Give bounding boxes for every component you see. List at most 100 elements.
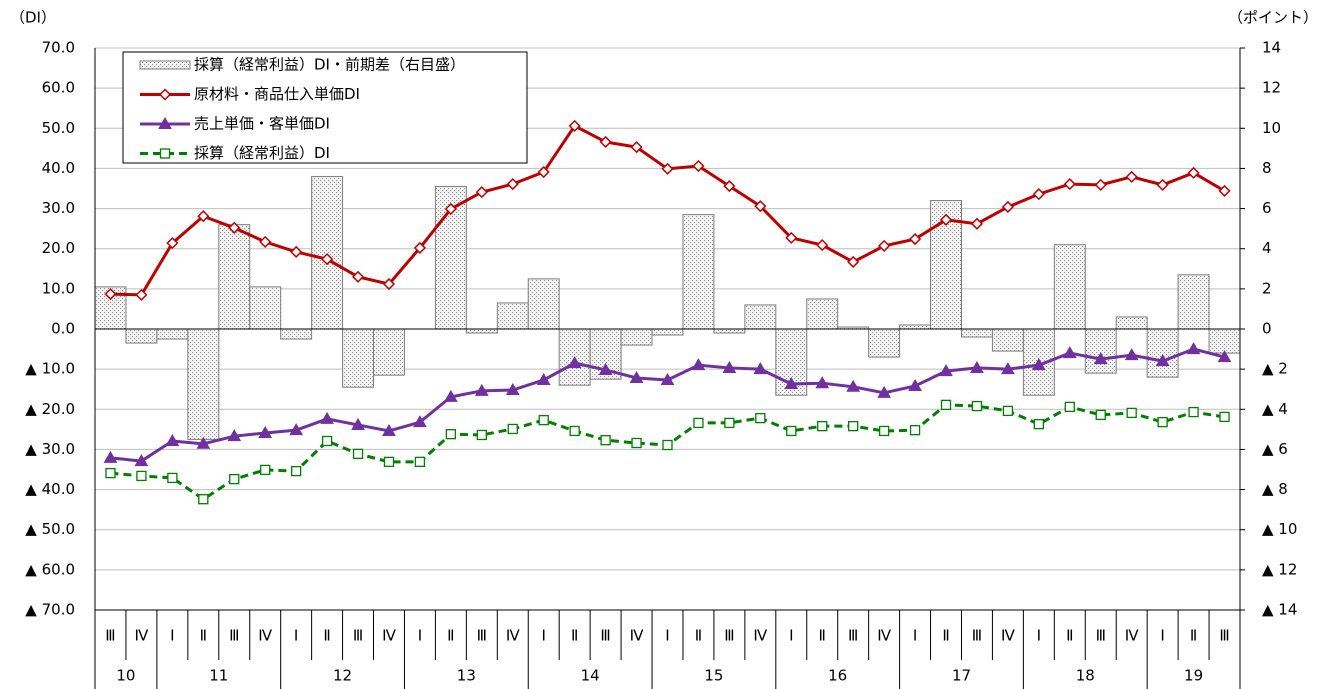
marker — [567, 356, 582, 369]
y2-tick-label: 12 — [1262, 79, 1281, 97]
year-label: 18 — [1076, 667, 1095, 685]
marker — [536, 372, 551, 385]
y2-tick-label: 6 — [1262, 199, 1272, 217]
marker — [1094, 178, 1107, 191]
year-label: 15 — [704, 667, 723, 685]
bar — [342, 328, 375, 388]
legend-box — [122, 51, 528, 164]
year-label: 17 — [952, 667, 971, 685]
bar — [465, 328, 498, 334]
quarter-label: Ⅰ — [418, 627, 422, 645]
marker — [1155, 354, 1170, 367]
y-tick-label: 20.0 — [42, 239, 75, 257]
year-label: 10 — [116, 667, 135, 685]
marker — [1064, 401, 1075, 413]
marker — [507, 423, 518, 435]
quarter-label: Ⅲ — [229, 627, 239, 645]
marker — [167, 472, 178, 484]
marker — [1032, 188, 1045, 201]
y-tick-label: ▲ 50.0 — [25, 520, 75, 538]
legend-label: 売上単価・客単価DI — [194, 115, 330, 133]
legend-marker — [159, 148, 171, 159]
quarter-label: Ⅳ — [877, 627, 891, 645]
marker — [197, 210, 210, 223]
marker — [691, 358, 706, 371]
marker — [1031, 358, 1046, 371]
y-tick-label: ▲ 40.0 — [25, 480, 75, 498]
marker — [817, 420, 828, 432]
bar — [373, 328, 405, 376]
y-tick-label: 0.0 — [51, 320, 75, 338]
bar — [1146, 328, 1179, 378]
marker — [476, 429, 487, 441]
quarter-label: Ⅱ — [1066, 627, 1073, 645]
bar — [744, 304, 777, 330]
quarter-label: Ⅰ — [294, 627, 298, 645]
y2-tick-label: 14 — [1262, 39, 1281, 57]
quarter-label: Ⅰ — [1037, 627, 1041, 645]
quarter-label: Ⅲ — [1096, 627, 1106, 645]
marker — [537, 165, 550, 179]
y-tick-label: 30.0 — [42, 199, 75, 217]
y2-tick-label: 10 — [1262, 119, 1281, 137]
marker — [909, 425, 921, 436]
bar — [991, 328, 1024, 352]
quarter-label: Ⅳ — [753, 627, 767, 645]
quarter-label: Ⅱ — [942, 627, 949, 645]
marker — [846, 379, 861, 392]
year-label: 14 — [581, 667, 600, 685]
marker — [166, 237, 179, 250]
marker — [1093, 352, 1108, 365]
marker — [505, 383, 520, 396]
y2-tick-label: ▲ 6 — [1262, 440, 1288, 458]
quarter-label: Ⅰ — [170, 627, 174, 645]
marker — [908, 378, 922, 392]
quarter-label: Ⅲ — [724, 627, 734, 645]
marker — [1219, 411, 1230, 423]
marker — [598, 362, 613, 375]
quarter-label: Ⅲ — [105, 627, 115, 645]
marker — [784, 376, 799, 389]
marker — [878, 425, 890, 437]
bar — [682, 214, 715, 330]
quarter-label: Ⅲ — [353, 627, 363, 645]
marker — [754, 200, 767, 213]
marker — [382, 423, 396, 436]
marker — [320, 411, 334, 424]
marker — [135, 288, 148, 301]
year-label: 16 — [828, 667, 847, 685]
marker — [1188, 406, 1199, 418]
quarter-label: Ⅱ — [200, 627, 207, 645]
y2-tick-label: ▲ 4 — [1262, 400, 1288, 418]
y-tick-label: 10.0 — [42, 279, 75, 297]
legend: 採算（経常利益）DI・前期差（右目盛） 原材料・商品仕入単価DI 売上単価・客単価D… — [122, 51, 528, 164]
legend-label: 採算（経常利益）DI — [194, 144, 330, 162]
bar — [249, 286, 282, 330]
bar — [1084, 328, 1117, 374]
bar — [125, 328, 158, 344]
marker — [165, 433, 180, 446]
bar — [1115, 316, 1148, 330]
bar — [311, 175, 344, 330]
y2-tick-label: ▲ 12 — [1262, 560, 1297, 578]
bar — [1208, 328, 1241, 354]
marker — [847, 255, 860, 269]
marker — [939, 364, 953, 377]
y2-tick-label: 8 — [1262, 159, 1272, 177]
quarter-label: Ⅳ — [506, 627, 520, 645]
marker — [444, 389, 458, 402]
bar — [620, 328, 653, 346]
marker — [198, 494, 209, 505]
marker — [940, 399, 952, 411]
marker — [1001, 362, 1015, 375]
bar — [899, 324, 932, 330]
marker — [877, 385, 891, 398]
y2-tick-label: 4 — [1262, 239, 1272, 257]
marker — [1157, 416, 1168, 428]
marker — [1062, 346, 1077, 359]
marker — [1033, 418, 1045, 430]
marker — [600, 435, 611, 446]
quarter-label: Ⅱ — [695, 627, 702, 645]
legend-swatch — [139, 60, 191, 70]
